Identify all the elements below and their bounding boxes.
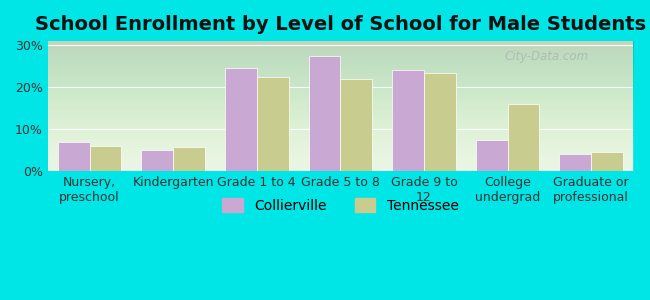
Bar [173, 147, 205, 171]
Bar [424, 73, 456, 171]
Bar [392, 70, 424, 171]
Bar [225, 68, 257, 171]
Bar [90, 146, 122, 171]
Bar [58, 142, 90, 171]
Bar [476, 140, 508, 171]
Text: City-Data.com: City-Data.com [504, 50, 588, 63]
Bar [257, 77, 289, 171]
Bar [142, 150, 173, 171]
Bar [508, 104, 540, 171]
Bar [560, 154, 592, 171]
Legend: Collierville, Tennessee: Collierville, Tennessee [217, 193, 464, 218]
Title: School Enrollment by Level of School for Male Students: School Enrollment by Level of School for… [35, 15, 646, 34]
Bar [309, 56, 341, 171]
Bar [341, 79, 372, 171]
Bar [592, 152, 623, 171]
